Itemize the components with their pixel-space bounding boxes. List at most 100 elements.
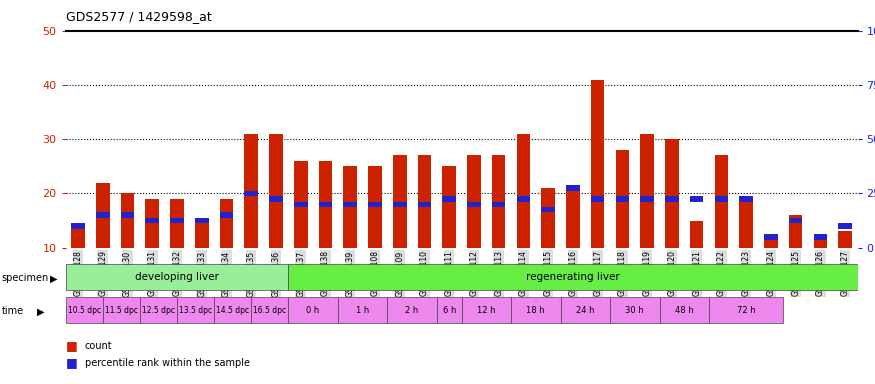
Text: 72 h: 72 h xyxy=(737,306,755,314)
Bar xyxy=(289,265,857,290)
Bar xyxy=(566,185,580,191)
Bar xyxy=(789,218,802,223)
Text: 2 h: 2 h xyxy=(405,306,419,314)
Bar xyxy=(145,199,159,248)
Bar xyxy=(838,223,852,229)
Bar xyxy=(764,237,778,248)
Bar xyxy=(270,196,283,202)
Bar xyxy=(220,199,234,248)
Bar xyxy=(393,156,407,248)
Bar xyxy=(492,202,506,207)
Bar xyxy=(145,218,159,223)
Text: 6 h: 6 h xyxy=(443,306,456,314)
Bar xyxy=(516,196,530,202)
Bar xyxy=(417,156,431,248)
Bar xyxy=(195,218,208,223)
Bar xyxy=(121,194,134,248)
Bar xyxy=(294,202,307,207)
Bar xyxy=(170,199,184,248)
Bar xyxy=(542,207,555,212)
Text: 10.5 dpc: 10.5 dpc xyxy=(67,306,101,314)
Bar xyxy=(690,220,704,248)
Bar xyxy=(96,183,109,248)
Bar xyxy=(195,220,208,248)
Text: 14.5 dpc: 14.5 dpc xyxy=(216,306,249,314)
Bar xyxy=(709,297,783,323)
Bar xyxy=(388,297,437,323)
Bar xyxy=(437,297,462,323)
Bar xyxy=(789,215,802,248)
Bar xyxy=(690,196,704,202)
Bar xyxy=(417,202,431,207)
Bar xyxy=(561,297,610,323)
Text: count: count xyxy=(85,341,113,351)
Bar xyxy=(338,297,388,323)
Bar xyxy=(270,134,283,248)
Text: 16.5 dpc: 16.5 dpc xyxy=(253,306,286,314)
Bar xyxy=(318,161,332,248)
Text: developing liver: developing liver xyxy=(135,272,219,283)
Bar xyxy=(591,196,605,202)
Text: percentile rank within the sample: percentile rank within the sample xyxy=(85,358,250,368)
Bar xyxy=(251,297,289,323)
Bar xyxy=(764,234,778,240)
Text: 1 h: 1 h xyxy=(356,306,369,314)
Bar xyxy=(244,134,258,248)
Bar xyxy=(616,196,629,202)
Bar xyxy=(170,218,184,223)
Bar xyxy=(566,188,580,248)
Text: time: time xyxy=(2,306,24,316)
Text: 13.5 dpc: 13.5 dpc xyxy=(179,306,212,314)
Text: 12.5 dpc: 12.5 dpc xyxy=(142,306,175,314)
Bar xyxy=(838,232,852,248)
Bar xyxy=(665,139,679,248)
Bar xyxy=(294,161,307,248)
Bar xyxy=(289,297,338,323)
Bar xyxy=(102,297,140,323)
Text: 48 h: 48 h xyxy=(675,306,694,314)
Bar xyxy=(71,223,85,229)
Text: ■: ■ xyxy=(66,339,77,352)
Bar xyxy=(715,156,728,248)
Text: 12 h: 12 h xyxy=(477,306,495,314)
Bar xyxy=(814,234,827,240)
Bar xyxy=(640,134,654,248)
Bar xyxy=(640,196,654,202)
Text: regenerating liver: regenerating liver xyxy=(526,272,620,283)
Bar xyxy=(343,166,357,248)
Bar xyxy=(660,297,709,323)
Bar xyxy=(66,265,289,290)
Bar xyxy=(715,196,728,202)
Bar xyxy=(814,237,827,248)
Bar xyxy=(467,202,480,207)
Text: 30 h: 30 h xyxy=(626,306,644,314)
Bar xyxy=(665,196,679,202)
Bar xyxy=(393,202,407,207)
Bar xyxy=(739,199,753,248)
Text: 18 h: 18 h xyxy=(527,306,545,314)
Bar xyxy=(739,196,753,202)
Bar xyxy=(610,297,660,323)
Bar xyxy=(66,297,102,323)
Bar xyxy=(516,134,530,248)
Bar xyxy=(443,196,456,202)
Bar xyxy=(368,202,382,207)
Text: 0 h: 0 h xyxy=(306,306,319,314)
Bar xyxy=(443,166,456,248)
Bar xyxy=(244,191,258,196)
Bar xyxy=(140,297,177,323)
Bar xyxy=(542,188,555,248)
Bar xyxy=(492,156,506,248)
Text: ▶: ▶ xyxy=(37,306,45,316)
Text: GDS2577 / 1429598_at: GDS2577 / 1429598_at xyxy=(66,10,212,23)
Bar xyxy=(177,297,214,323)
Text: ▶: ▶ xyxy=(50,274,58,284)
Bar xyxy=(467,156,480,248)
Bar xyxy=(318,202,332,207)
Bar xyxy=(96,212,109,218)
Text: 11.5 dpc: 11.5 dpc xyxy=(105,306,137,314)
Text: specimen: specimen xyxy=(2,273,49,283)
Text: 24 h: 24 h xyxy=(576,306,594,314)
Bar xyxy=(343,202,357,207)
Text: ■: ■ xyxy=(66,356,77,369)
